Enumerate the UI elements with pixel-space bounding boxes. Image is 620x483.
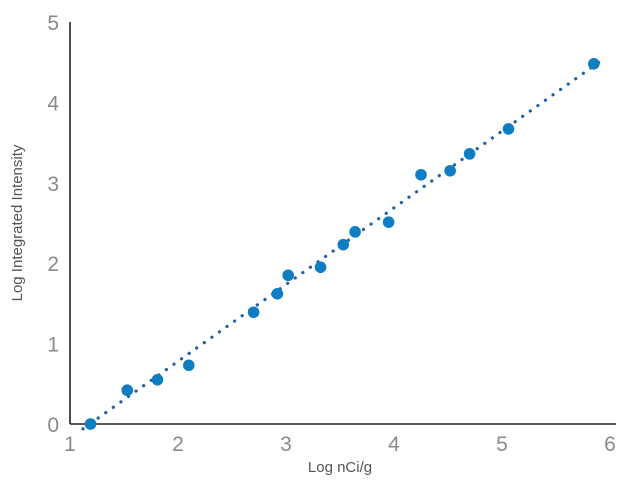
data-point bbox=[271, 287, 284, 300]
data-point bbox=[588, 58, 600, 70]
data-point bbox=[444, 164, 456, 177]
x-axis-title: Log nCi/g bbox=[308, 459, 372, 476]
x-tick-label: 3 bbox=[280, 433, 292, 456]
x-tick-label: 5 bbox=[496, 433, 508, 456]
data-point bbox=[282, 269, 294, 282]
x-tick-label: 1 bbox=[64, 433, 76, 456]
y-tick-label: 0 bbox=[47, 414, 59, 437]
y-tick-label: 5 bbox=[47, 12, 59, 35]
x-tick-label: 6 bbox=[604, 433, 616, 456]
data-point bbox=[151, 373, 164, 386]
y-tick-label: 1 bbox=[47, 334, 59, 357]
x-tick-label: 2 bbox=[172, 433, 184, 456]
data-point bbox=[502, 123, 515, 135]
data-point bbox=[183, 359, 195, 372]
data-point bbox=[314, 261, 327, 274]
data-point bbox=[337, 238, 350, 251]
data-points bbox=[84, 58, 600, 430]
axes bbox=[69, 22, 616, 425]
y-axis-title: Log Integrated Intensity bbox=[9, 144, 26, 301]
data-point bbox=[121, 384, 134, 397]
data-point bbox=[84, 418, 97, 430]
data-point bbox=[247, 306, 260, 319]
y-tick-label: 3 bbox=[47, 173, 59, 196]
data-point bbox=[382, 216, 395, 228]
data-point bbox=[415, 168, 427, 181]
y-tick-label: 2 bbox=[47, 253, 59, 276]
y-tick-label: 4 bbox=[47, 92, 59, 115]
data-point bbox=[349, 226, 361, 238]
data-point bbox=[463, 148, 476, 160]
x-tick-label: 4 bbox=[388, 433, 400, 456]
